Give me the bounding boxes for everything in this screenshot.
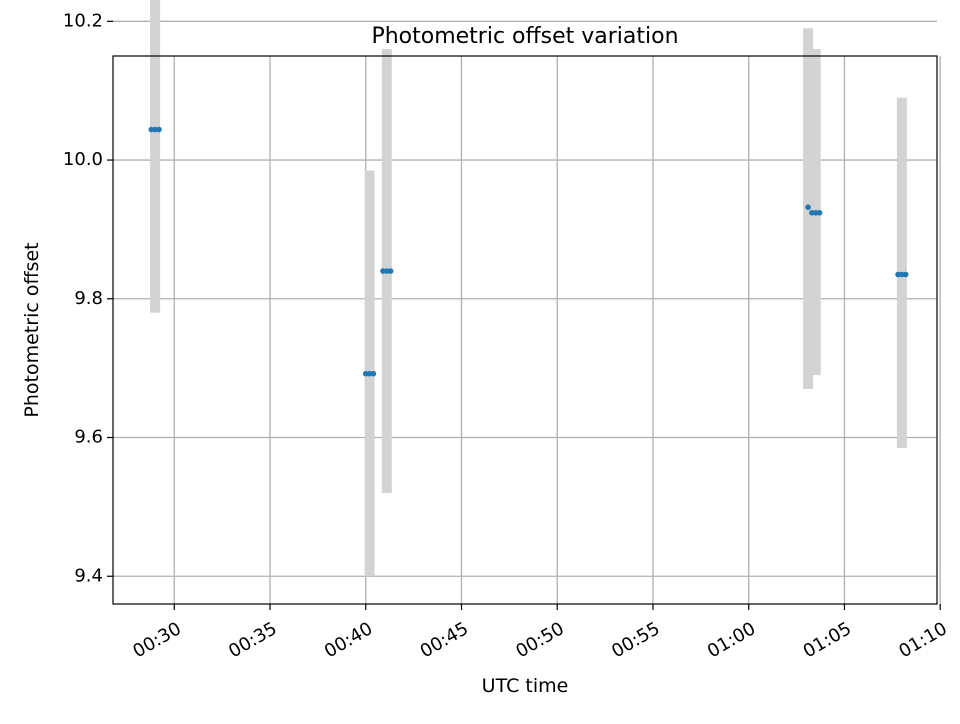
data-point: [156, 126, 162, 133]
chart-title: Photometric offset variation: [371, 24, 678, 49]
data-point: [380, 268, 386, 274]
y-tick-label: 9.8: [74, 288, 103, 309]
data-point: [899, 271, 905, 278]
plot-frame: [112, 55, 938, 605]
error-bar: [150, 0, 161, 313]
data-point: [152, 126, 158, 133]
data-point-layer: [148, 126, 909, 377]
data-point: [805, 204, 811, 211]
data-point: [812, 209, 819, 216]
data-point: [902, 271, 909, 278]
data-point: [816, 209, 823, 216]
data-point: [366, 370, 373, 377]
y-tick-label: 10.2: [63, 10, 103, 31]
data-point: [384, 268, 390, 274]
data-point: [387, 268, 394, 274]
x-axis-label: UTC time: [482, 675, 569, 697]
y-tick-label: 9.6: [74, 427, 103, 448]
y-axis-label: Photometric offset: [21, 242, 43, 417]
data-point: [370, 370, 377, 377]
data-point: [895, 271, 901, 278]
data-point: [809, 209, 815, 216]
y-axis-ticks: 9.4 9.6 9.8 10.0 10.2: [63, 10, 113, 586]
data-point: [362, 370, 369, 377]
y-tick-label: 9.4: [74, 565, 103, 586]
y-tick-label: 10.0: [63, 149, 103, 170]
data-point: [148, 126, 155, 133]
